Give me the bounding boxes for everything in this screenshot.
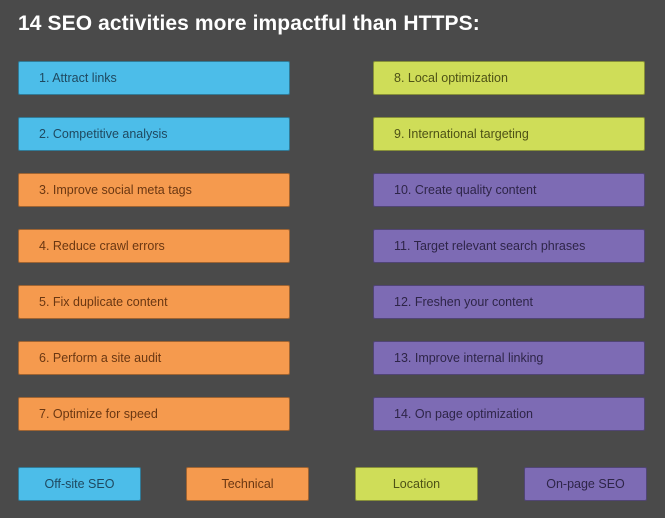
- legend-label: Technical: [221, 477, 274, 491]
- page-title: 14 SEO activities more impactful than HT…: [18, 12, 480, 35]
- activity-label: 8. Local optimization: [394, 71, 508, 85]
- activity-box: 6. Perform a site audit: [18, 341, 290, 375]
- activity-box: 1. Attract links: [18, 61, 290, 95]
- activity-label: 9. International targeting: [394, 127, 529, 141]
- legend-item-offsite: Off-site SEO: [18, 467, 141, 501]
- activity-box: 8. Local optimization: [373, 61, 645, 95]
- legend-label: On-page SEO: [546, 477, 625, 491]
- activity-label: 10. Create quality content: [394, 183, 537, 197]
- legend-item-technical: Technical: [186, 467, 309, 501]
- legend: Off-site SEO Technical Location On-page …: [0, 467, 665, 501]
- legend-item-location: Location: [355, 467, 478, 501]
- activity-box: 9. International targeting: [373, 117, 645, 151]
- activity-label: 7. Optimize for speed: [39, 407, 158, 421]
- activity-box: 2. Competitive analysis: [18, 117, 290, 151]
- activity-label: 3. Improve social meta tags: [39, 183, 192, 197]
- activity-box: 14. On page optimization: [373, 397, 645, 431]
- right-column: 8. Local optimization 9. International t…: [373, 61, 645, 453]
- legend-item-onpage: On-page SEO: [524, 467, 647, 501]
- legend-label: Location: [392, 477, 441, 491]
- activity-box: 5. Fix duplicate content: [18, 285, 290, 319]
- activity-box: 10. Create quality content: [373, 173, 645, 207]
- activity-label: 14. On page optimization: [394, 407, 533, 421]
- activity-box: 13. Improve internal linking: [373, 341, 645, 375]
- activity-box: 3. Improve social meta tags: [18, 173, 290, 207]
- activity-box: 12. Freshen your content: [373, 285, 645, 319]
- legend-label: Off-site SEO: [44, 477, 115, 491]
- activity-box: 7. Optimize for speed: [18, 397, 290, 431]
- activity-label: 4. Reduce crawl errors: [39, 239, 165, 253]
- activity-label: 5. Fix duplicate content: [39, 295, 168, 309]
- left-column: 1. Attract links 2. Competitive analysis…: [18, 61, 290, 453]
- activity-label: 6. Perform a site audit: [39, 351, 162, 365]
- activity-label: 2. Competitive analysis: [39, 127, 168, 141]
- activity-label: 11. Target relevant search phrases: [394, 239, 586, 253]
- activity-label: 12. Freshen your content: [394, 295, 533, 309]
- activity-box: 11. Target relevant search phrases: [373, 229, 645, 263]
- activity-box: 4. Reduce crawl errors: [18, 229, 290, 263]
- activity-label: 13. Improve internal linking: [394, 351, 544, 365]
- activity-label: 1. Attract links: [39, 71, 117, 85]
